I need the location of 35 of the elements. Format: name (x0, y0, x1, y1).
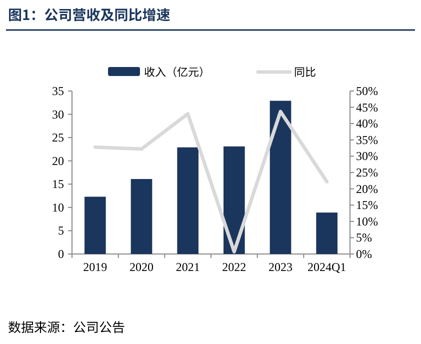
y2-tick-label: 15% (356, 198, 378, 212)
y-tick-label: 20 (52, 154, 64, 168)
y-tick-label: 25 (52, 130, 64, 145)
x-tick-label: 2019 (83, 260, 108, 274)
y2-tick-label: 30% (356, 149, 378, 164)
y-tick-label: 30 (52, 107, 64, 122)
bar (316, 212, 338, 254)
legend-label: 收入（亿元） (144, 64, 210, 80)
y2-tick-label: 35% (356, 132, 378, 147)
x-tick-label: 2022 (222, 260, 246, 274)
y-tick-label: 10 (52, 200, 64, 214)
x-tick-label: 2021 (176, 260, 200, 274)
x-tick-label: 2020 (130, 260, 154, 274)
bar (177, 147, 198, 254)
y2-tick-label: 10% (356, 214, 378, 228)
bar (270, 100, 292, 254)
chart-title: 图1：公司营收及同比增速 (8, 5, 170, 25)
source-note: 数据来源：公司公告 (8, 317, 126, 336)
bar (84, 196, 106, 254)
y-tick-label: 5 (58, 224, 64, 238)
y2-tick-label: 0% (356, 247, 372, 261)
line-series (93, 110, 329, 254)
bar (130, 179, 152, 254)
legend-label: 同比 (294, 64, 316, 80)
y-tick-label: 0 (58, 247, 64, 261)
y2-tick-label: 40% (356, 116, 378, 131)
y2-tick-label: 5% (356, 230, 372, 245)
y-tick-label: 15 (52, 177, 64, 192)
y2-tick-label: 50% (356, 84, 378, 98)
y-tick-label: 35 (52, 84, 64, 98)
y2-tick-label: 45% (356, 100, 378, 114)
y2-tick-label: 20% (356, 182, 378, 196)
x-tick-label: 2023 (268, 260, 292, 274)
y2-tick-label: 25% (356, 166, 378, 180)
x-tick-label: 2024Q1 (307, 260, 346, 274)
